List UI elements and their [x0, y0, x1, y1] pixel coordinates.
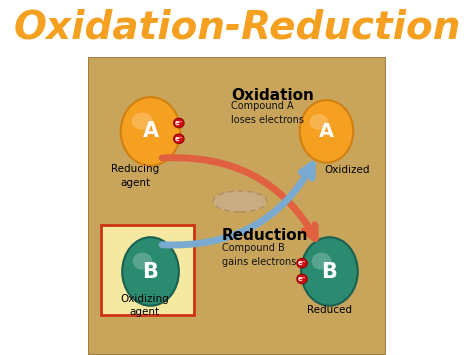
Text: A: A [143, 121, 159, 141]
Text: B: B [143, 262, 158, 282]
FancyBboxPatch shape [101, 225, 194, 315]
Ellipse shape [121, 97, 180, 166]
Text: Oxidation-Reduction: Oxidation-Reduction [13, 8, 461, 46]
Text: Compound B
gains electrons: Compound B gains electrons [222, 243, 296, 267]
Text: e⁻: e⁻ [298, 260, 306, 266]
Ellipse shape [300, 100, 353, 163]
Ellipse shape [213, 191, 267, 212]
Text: Oxidized: Oxidized [325, 165, 370, 175]
Text: A: A [319, 122, 334, 141]
Ellipse shape [122, 237, 179, 306]
Ellipse shape [297, 258, 307, 268]
Ellipse shape [173, 134, 184, 143]
Text: B: B [321, 262, 337, 282]
Ellipse shape [173, 118, 184, 128]
Ellipse shape [133, 253, 153, 270]
Text: Oxidation: Oxidation [231, 88, 314, 103]
Text: e⁻: e⁻ [298, 276, 306, 282]
Ellipse shape [310, 114, 328, 130]
Text: Reduction: Reduction [222, 228, 309, 243]
Ellipse shape [132, 113, 153, 130]
Ellipse shape [301, 237, 358, 306]
Text: Oxidizing
agent: Oxidizing agent [120, 294, 169, 317]
Text: Compound A
loses electrons: Compound A loses electrons [231, 102, 304, 125]
Text: e⁻: e⁻ [174, 136, 183, 142]
Ellipse shape [311, 253, 331, 270]
Text: Reduced: Reduced [307, 305, 352, 315]
Text: Reducing
agent: Reducing agent [111, 164, 160, 188]
Ellipse shape [297, 274, 307, 284]
Text: e⁻: e⁻ [174, 120, 183, 126]
